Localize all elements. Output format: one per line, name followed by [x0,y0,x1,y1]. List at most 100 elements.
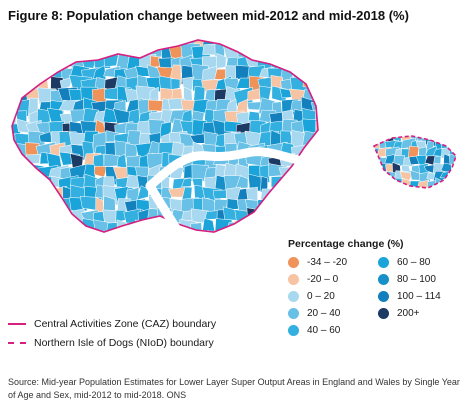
area-cell [270,42,283,63]
area-cell [37,211,56,227]
area-cell [204,233,223,246]
area-cell [147,228,166,232]
area-cell [302,75,317,88]
area-cell [279,178,294,198]
area-cell [126,222,145,232]
legend-swatch-icon [288,308,299,319]
area-cell [312,53,318,69]
legend-label: -34 – -20 [307,257,348,268]
area-cell [47,219,61,232]
area-cell [302,65,316,83]
area-cell [246,186,258,201]
area-cell [456,186,467,200]
area-cell [456,172,471,183]
area-cell [12,75,20,93]
area-cell [325,219,338,235]
area-cell [14,211,36,226]
area-cell [35,220,53,232]
area-cell [384,185,397,188]
area-cell [202,43,217,56]
area-cell [38,55,52,72]
area-cell [92,40,105,50]
area-cell [426,190,435,202]
area-cell [27,210,46,230]
area-cell [38,186,52,204]
dashed-line-icon [8,342,26,344]
area-cell [59,76,73,91]
area-cell [71,44,85,61]
area-cell [18,230,33,232]
legend-label: 80 – 100 [397,274,436,285]
area-cell [374,136,382,147]
area-cell [79,229,97,232]
area-cell [378,186,387,188]
area-cell [432,136,446,142]
area-cell [301,177,317,191]
legend-item: 200+ [378,308,464,319]
area-cell [12,43,22,64]
area-cell [458,138,468,154]
area-cell [301,188,316,204]
area-cell [12,167,27,178]
area-cell [12,88,21,104]
caz-legend-label: Central Activities Zone (CAZ) boundary [34,318,217,330]
area-cell [71,40,86,49]
area-cell [16,40,27,49]
area-cell [315,120,318,134]
area-cell [270,196,287,213]
area-cell [12,198,18,214]
area-cell [300,218,318,232]
legend: Percentage change (%) -34 – -20 60 – 80 -2… [288,238,468,336]
legend-label: 60 – 80 [397,257,431,268]
area-cell [101,230,119,232]
legend-swatch-icon [288,274,299,285]
area-cell [12,40,17,48]
area-cell [12,152,23,168]
legend-label: 20 – 40 [307,308,341,319]
area-cell [416,179,429,188]
area-cell [326,164,341,180]
area-cell [323,197,342,211]
area-cell [324,155,342,171]
area-cell [257,197,271,216]
legend-swatch-icon [378,291,389,302]
area-cell [313,65,318,85]
area-cell [16,164,34,185]
area-cell [25,42,43,61]
area-cell [12,101,18,114]
area-cell [12,65,25,85]
area-cell [291,40,308,50]
area-cell [458,157,472,165]
area-cell [92,230,112,232]
area-cell [82,40,99,50]
area-cell [25,153,41,164]
area-cell [47,44,65,64]
area-cell [325,208,343,224]
area-cell [433,188,445,199]
niod-legend-label: Northern Isle of Dogs (NIoD) boundary [34,337,214,349]
area-cell [59,44,75,61]
area-cell [302,40,314,52]
source-note: Source: Mid-year Population Estimates fo… [8,377,460,400]
area-cell [38,43,57,55]
legend-label: 40 – 60 [307,325,341,336]
legend-swatch-icon [288,257,299,268]
legend-item: -20 – 0 [288,274,374,285]
area-cell [268,228,284,232]
area-cell [15,188,33,203]
area-cell [289,207,308,223]
area-cell [256,211,271,226]
area-cell [259,40,278,52]
figure-title: Figure 8: Population change between mid-… [8,8,409,23]
area-cell [25,184,46,208]
area-cell [16,45,35,56]
legend-label: -20 – 0 [307,274,339,285]
area-cell [59,233,73,244]
area-cell [12,55,19,74]
area-cell [225,231,239,232]
area-cell [300,54,317,71]
area-cell [402,187,409,188]
solid-line-icon [8,323,26,325]
area-cell [312,40,318,45]
area-cell [312,208,318,230]
